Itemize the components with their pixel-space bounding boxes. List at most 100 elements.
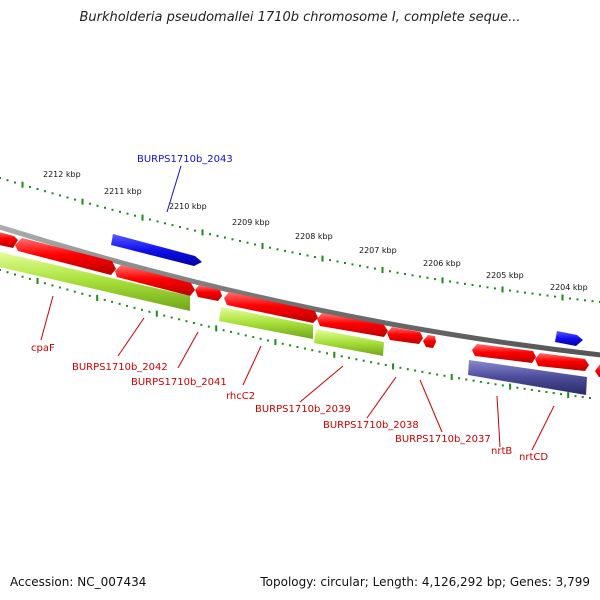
outer-ruler-minor-tick bbox=[509, 289, 511, 292]
inner-ruler-minor-tick bbox=[487, 382, 490, 385]
tick-label-2209: 2209 kbp bbox=[232, 218, 270, 227]
outer-ruler-minor-tick bbox=[434, 278, 436, 281]
green-feature-2039[interactable] bbox=[314, 329, 384, 356]
tick-label-2206: 2206 kbp bbox=[423, 259, 461, 268]
outer-ruler-minor-tick bbox=[359, 264, 361, 267]
inner-ruler-minor-tick bbox=[0, 269, 1, 271]
outer-ruler-minor-tick bbox=[351, 263, 354, 266]
cds-feature[interactable] bbox=[535, 353, 589, 371]
inner-ruler-minor-tick bbox=[552, 392, 555, 394]
outer-ruler-minor-tick bbox=[419, 275, 421, 278]
inner-ruler-minor-tick bbox=[465, 378, 468, 381]
outer-ruler-minor-tick bbox=[539, 293, 541, 296]
inner-ruler-minor-tick bbox=[21, 275, 24, 278]
inner-ruler-minor-tick bbox=[362, 359, 365, 362]
cds-feature[interactable] bbox=[317, 313, 388, 337]
cds-feature[interactable] bbox=[195, 285, 222, 301]
gene-label-burps1710b-2043[interactable]: BURPS1710b_2043 bbox=[137, 154, 233, 165]
inner-ruler-minor-tick bbox=[436, 373, 439, 376]
feature-burps1710b-2043[interactable] bbox=[111, 234, 202, 266]
outer-ruler-minor-tick bbox=[0, 177, 1, 179]
inner-ruler-minor-tick bbox=[348, 356, 350, 359]
outer-ruler-minor-tick bbox=[276, 248, 279, 251]
inner-ruler-major-tick bbox=[155, 310, 158, 317]
feature-nrtcd-navy[interactable] bbox=[468, 360, 587, 395]
inner-ruler-minor-tick bbox=[222, 329, 225, 332]
inner-ruler-minor-tick bbox=[207, 325, 210, 328]
outer-ruler-minor-tick bbox=[44, 190, 46, 193]
cds-feature[interactable] bbox=[115, 265, 195, 296]
inner-ruler-major-tick bbox=[36, 278, 39, 284]
outer-ruler-minor-tick bbox=[546, 294, 549, 297]
tick-label-2211: 2211 kbp bbox=[104, 187, 142, 196]
inner-ruler-minor-tick bbox=[303, 347, 306, 350]
feature-blue-small[interactable] bbox=[555, 331, 583, 346]
outer-ruler-minor-tick bbox=[209, 233, 211, 236]
outer-ruler-minor-tick bbox=[531, 292, 534, 295]
outer-ruler-minor-tick bbox=[104, 206, 106, 209]
outer-ruler-major-tick bbox=[261, 243, 264, 249]
green-feature-rhcc2[interactable] bbox=[219, 307, 313, 339]
gene-label-nrtb[interactable]: nrtB bbox=[491, 446, 512, 457]
inner-ruler-minor-tick bbox=[81, 292, 84, 295]
ruler-labels: 2212 kbp 2211 kbp 2210 kbp 2209 kbp 2208… bbox=[43, 170, 588, 292]
outer-ruler-minor-tick bbox=[344, 262, 346, 264]
outer-ruler-minor-tick bbox=[464, 282, 466, 285]
inner-ruler-minor-tick bbox=[267, 339, 269, 342]
inner-ruler-minor-tick bbox=[118, 302, 121, 305]
genome-backbone bbox=[0, 224, 600, 358]
cds-feature[interactable] bbox=[0, 231, 18, 248]
gene-label-nrtcd[interactable]: nrtCD bbox=[519, 452, 548, 463]
outer-ruler-minor-tick bbox=[494, 287, 496, 290]
inner-ruler-minor-tick bbox=[326, 352, 328, 355]
cds-feature[interactable] bbox=[387, 327, 423, 344]
leader-line-2042 bbox=[117, 317, 145, 357]
cds-feature[interactable] bbox=[595, 364, 600, 378]
outer-ruler-major-tick bbox=[21, 181, 24, 188]
outer-ruler-minor-tick bbox=[479, 285, 481, 288]
outer-ruler-minor-tick bbox=[224, 236, 226, 239]
cds-feature[interactable] bbox=[472, 344, 536, 363]
inner-ruler-minor-tick bbox=[296, 346, 299, 348]
outer-ruler-minor-tick bbox=[126, 212, 129, 215]
inner-ruler-minor-tick bbox=[370, 361, 373, 364]
outer-ruler-minor-tick bbox=[186, 227, 189, 230]
gene-labels: BURPS1710b_2043 cpaF BURPS1710b_2042 BUR… bbox=[31, 154, 548, 463]
outer-ruler-major-tick bbox=[381, 267, 384, 273]
outer-ruler-minor-tick bbox=[29, 185, 31, 188]
outer-ruler-minor-tick bbox=[51, 192, 54, 195]
green-feature-cpaf[interactable] bbox=[0, 251, 190, 311]
gene-label-burps1710b-2042[interactable]: BURPS1710b_2042 bbox=[72, 362, 168, 373]
inner-ruler-minor-tick bbox=[501, 384, 504, 387]
inner-ruler-minor-tick bbox=[6, 271, 9, 274]
gene-label-burps1710b-2041[interactable]: BURPS1710b_2041 bbox=[131, 377, 227, 388]
inner-ruler-minor-tick bbox=[73, 290, 76, 293]
inner-ruler-major-tick bbox=[333, 351, 336, 358]
outer-ruler-minor-tick bbox=[74, 198, 76, 201]
leader-line-2038 bbox=[366, 376, 397, 419]
inner-ruler-minor-tick bbox=[479, 380, 482, 383]
cds-track bbox=[0, 231, 600, 378]
inner-ruler-minor-tick bbox=[140, 308, 143, 311]
outer-ruler-minor-tick bbox=[554, 295, 556, 298]
outer-ruler-minor-tick bbox=[179, 226, 181, 228]
gene-label-burps1710b-2037[interactable]: BURPS1710b_2037 bbox=[395, 434, 491, 445]
outer-ruler-major-tick bbox=[501, 286, 504, 293]
inner-ruler-minor-tick bbox=[51, 284, 54, 287]
gene-label-burps1710b-2039[interactable]: BURPS1710b_2039 bbox=[255, 404, 351, 415]
cds-feature[interactable] bbox=[224, 292, 318, 323]
inner-ruler-major-tick bbox=[392, 363, 395, 370]
leader-line-nrtcd bbox=[531, 405, 555, 451]
outer-ruler-minor-tick bbox=[36, 188, 39, 190]
gene-label-rhcc2[interactable]: rhcC2 bbox=[226, 391, 255, 402]
inner-ruler-minor-tick bbox=[581, 396, 584, 398]
inner-ruler-major-tick bbox=[567, 392, 570, 399]
green-track bbox=[0, 251, 384, 356]
gene-label-cpaf[interactable]: cpaF bbox=[31, 343, 55, 354]
cds-feature[interactable] bbox=[423, 335, 436, 348]
cds-feature[interactable] bbox=[15, 238, 116, 275]
gene-label-burps1710b-2038[interactable]: BURPS1710b_2038 bbox=[323, 420, 419, 431]
outer-ruler-minor-tick bbox=[396, 271, 399, 274]
leader-line-2041 bbox=[177, 331, 199, 369]
